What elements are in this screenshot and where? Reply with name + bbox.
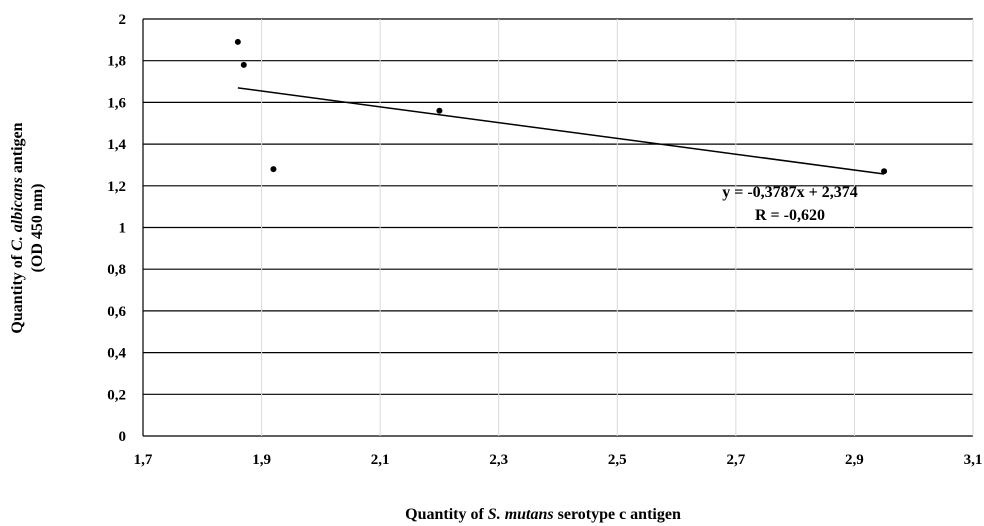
x-tick-label: 3,1 (964, 452, 983, 468)
y-tick-label: 1,8 (107, 54, 126, 70)
y-tick-label: 0 (119, 429, 127, 445)
x-tick-label: 2,5 (608, 452, 627, 468)
data-point (240, 61, 247, 68)
y-tick-label: 1,4 (107, 137, 126, 153)
y-tick-label: 0,2 (107, 387, 126, 403)
horizontal-gridlines (143, 18, 973, 437)
x-axis-title: Quantity of S. mutans serotype c antigen (405, 506, 681, 523)
x-axis-tick-labels: 1,7 1,9 2,1 2,3 2,5 2,7 2,9 3,1 (134, 452, 983, 468)
data-point (436, 107, 443, 114)
x-tick-label: 2,1 (371, 452, 390, 468)
y-tick-label: 0,6 (107, 304, 126, 320)
y-axis-title: Quantity of C. albicans antigen (OD 450 … (9, 122, 46, 333)
trend-equation-label: y = -0,3787x + 2,374 (722, 184, 858, 201)
data-point (234, 38, 241, 45)
y-axis-tick-labels: 0 0,2 0,4 0,6 0,8 1 1,2 1,4 1,6 1,8 2 (107, 12, 126, 445)
correlation-label: R = -0,620 (755, 207, 825, 224)
x-tick-label: 2,9 (845, 452, 864, 468)
x-tick-label: 1,7 (134, 452, 153, 468)
y-tick-label: 0,4 (107, 346, 126, 362)
svg-text:Quantity of C. albicans antige: Quantity of C. albicans antigen (9, 122, 26, 333)
svg-text:(OD 450 nm): (OD 450 nm) (29, 184, 46, 273)
vertical-gridlines (142, 19, 974, 436)
x-tick-label: 2,3 (489, 452, 508, 468)
x-tick-label: 2,7 (726, 452, 745, 468)
y-tick-label: 1 (119, 221, 127, 237)
y-tick-label: 1,2 (107, 179, 126, 195)
y-tick-label: 1,6 (107, 95, 126, 111)
x-tick-label: 1,9 (252, 452, 271, 468)
y-tick-label: 0,8 (107, 262, 126, 278)
data-point (270, 166, 277, 173)
data-points (234, 38, 888, 175)
y-tick-label: 2 (119, 12, 127, 28)
trendline (237, 87, 885, 175)
data-point (881, 168, 888, 175)
